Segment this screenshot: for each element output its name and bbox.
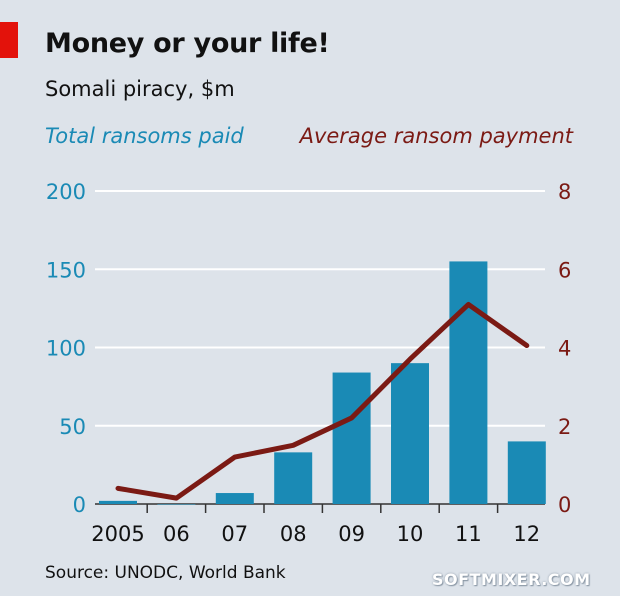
average-line	[115, 301, 530, 501]
bar-12	[507, 441, 546, 504]
bar-07	[215, 493, 254, 504]
x-tick-label: 11	[455, 522, 482, 546]
bar-08	[274, 452, 313, 504]
chart-title: Money or your life!	[45, 28, 330, 59]
x-tick-label: 09	[338, 522, 365, 546]
legend-total-ransoms: Total ransoms paid	[45, 124, 244, 148]
left-tick-label: 150	[46, 258, 86, 282]
bar-2005	[99, 500, 137, 504]
right-axis-ticks: 0 2 4 6 8	[558, 180, 571, 517]
x-axis-ticks: 2005 06 07 08 09 10 11 12	[91, 504, 540, 546]
x-tick-label: 12	[513, 522, 540, 546]
bar-11	[449, 261, 488, 504]
left-axis-ticks: 0 50 100 150 200	[46, 180, 86, 517]
right-tick-label: 0	[558, 493, 571, 517]
left-tick-label: 50	[59, 415, 86, 439]
right-tick-label: 8	[558, 180, 571, 204]
x-tick-label: 06	[163, 522, 190, 546]
x-tick-label: 08	[280, 522, 307, 546]
accent-tag	[0, 22, 18, 58]
right-tick-label: 4	[558, 337, 571, 361]
x-tick-label: 10	[397, 522, 424, 546]
average-ransom-line	[115, 301, 530, 501]
x-tick-label: 2005	[91, 522, 144, 546]
right-tick-label: 2	[558, 415, 571, 439]
legend-average-ransom: Average ransom payment	[299, 124, 573, 148]
bar-09	[332, 372, 371, 504]
bar-10	[391, 363, 429, 504]
x-tick-label: 07	[221, 522, 248, 546]
right-tick-label: 6	[558, 258, 571, 282]
bars	[99, 261, 546, 505]
watermark: SOFTMIXER.COM	[432, 570, 591, 589]
source-note: Source: UNODC, World Bank	[45, 563, 286, 583]
left-tick-label: 200	[46, 180, 86, 204]
left-tick-label: 100	[46, 337, 86, 361]
chart-subtitle: Somali piracy, $m	[45, 77, 235, 101]
bar-06	[157, 504, 196, 505]
left-tick-label: 0	[73, 493, 86, 517]
